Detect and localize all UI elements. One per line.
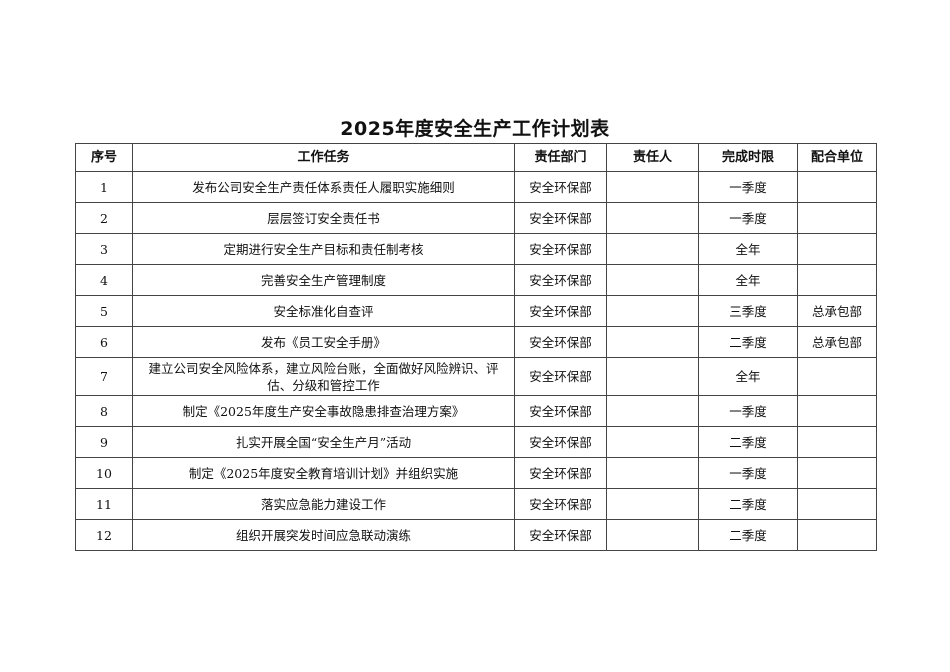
partner-cell [797, 202, 877, 234]
partner-cell [797, 233, 877, 265]
table-row: 3 定期进行安全生产目标和责任制考核 安全环保部 全年 [75, 233, 877, 265]
plan-table: 序号 工作任务 责任部门 责任人 完成时限 配合单位 1 发布公司安全生产责任体系… [75, 143, 877, 551]
person-cell [606, 171, 699, 203]
row-number: 3 [75, 233, 133, 265]
dept-cell: 安全环保部 [514, 295, 607, 327]
partner-cell: 总承包部 [797, 326, 877, 358]
task-cell: 建立公司安全风险体系，建立风险台账，全面做好风险辨识、评估、分级和管控工作 [132, 357, 515, 396]
task-cell: 落实应急能力建设工作 [132, 488, 515, 520]
row-number: 1 [75, 171, 133, 203]
header-deadline: 完成时限 [698, 143, 798, 172]
task-cell: 定期进行安全生产目标和责任制考核 [132, 233, 515, 265]
person-cell [606, 395, 699, 427]
header-person: 责任人 [606, 143, 699, 172]
dept-cell: 安全环保部 [514, 326, 607, 358]
deadline-cell: 二季度 [698, 426, 798, 458]
person-cell [606, 488, 699, 520]
table-row: 7 建立公司安全风险体系，建立风险台账，全面做好风险辨识、评估、分级和管控工作 安全… [75, 357, 877, 396]
table-row: 9 扎实开展全国“安全生产月”活动 安全环保部 二季度 [75, 426, 877, 458]
table-row: 12 组织开展突发时间应急联动演练 安全环保部 二季度 [75, 519, 877, 551]
header-task: 工作任务 [132, 143, 515, 172]
dept-cell: 安全环保部 [514, 395, 607, 427]
table-row: 11 落实应急能力建设工作 安全环保部 二季度 [75, 488, 877, 520]
dept-cell: 安全环保部 [514, 171, 607, 203]
deadline-cell: 一季度 [698, 457, 798, 489]
row-number: 5 [75, 295, 133, 327]
task-cell: 扎实开展全国“安全生产月”活动 [132, 426, 515, 458]
task-cell: 完善安全生产管理制度 [132, 264, 515, 296]
person-cell [606, 357, 699, 396]
person-cell [606, 426, 699, 458]
partner-cell: 总承包部 [797, 295, 877, 327]
deadline-cell: 二季度 [698, 488, 798, 520]
table-header-row: 序号 工作任务 责任部门 责任人 完成时限 配合单位 [75, 143, 877, 172]
row-number: 9 [75, 426, 133, 458]
row-number: 2 [75, 202, 133, 234]
row-number: 8 [75, 395, 133, 427]
partner-cell [797, 171, 877, 203]
row-number: 6 [75, 326, 133, 358]
table-row: 1 发布公司安全生产责任体系责任人履职实施细则 安全环保部 一季度 [75, 171, 877, 203]
table-row: 8 制定《2025年度生产安全事故隐患排查治理方案》 安全环保部 一季度 [75, 395, 877, 427]
dept-cell: 安全环保部 [514, 233, 607, 265]
deadline-cell: 一季度 [698, 171, 798, 203]
partner-cell [797, 426, 877, 458]
table-row: 5 安全标准化自查评 安全环保部 三季度 总承包部 [75, 295, 877, 327]
task-cell: 发布《员工安全手册》 [132, 326, 515, 358]
person-cell [606, 202, 699, 234]
dept-cell: 安全环保部 [514, 264, 607, 296]
partner-cell [797, 457, 877, 489]
header-partner: 配合单位 [797, 143, 877, 172]
task-cell: 安全标准化自查评 [132, 295, 515, 327]
dept-cell: 安全环保部 [514, 488, 607, 520]
row-number: 4 [75, 264, 133, 296]
person-cell [606, 264, 699, 296]
header-no: 序号 [75, 143, 133, 172]
dept-cell: 安全环保部 [514, 519, 607, 551]
person-cell [606, 519, 699, 551]
table-row: 6 发布《员工安全手册》 安全环保部 二季度 总承包部 [75, 326, 877, 358]
task-cell: 组织开展突发时间应急联动演练 [132, 519, 515, 551]
task-cell: 发布公司安全生产责任体系责任人履职实施细则 [132, 171, 515, 203]
deadline-cell: 一季度 [698, 395, 798, 427]
person-cell [606, 295, 699, 327]
row-number: 12 [75, 519, 133, 551]
task-cell: 层层签订安全责任书 [132, 202, 515, 234]
table-row: 4 完善安全生产管理制度 安全环保部 全年 [75, 264, 877, 296]
partner-cell [797, 357, 877, 396]
task-cell: 制定《2025年度生产安全事故隐患排查治理方案》 [132, 395, 515, 427]
dept-cell: 安全环保部 [514, 202, 607, 234]
partner-cell [797, 519, 877, 551]
dept-cell: 安全环保部 [514, 426, 607, 458]
table-row: 10 制定《2025年度安全教育培训计划》并组织实施 安全环保部 一季度 [75, 457, 877, 489]
table-row: 2 层层签订安全责任书 安全环保部 一季度 [75, 202, 877, 234]
deadline-cell: 二季度 [698, 326, 798, 358]
header-dept: 责任部门 [514, 143, 607, 172]
document-title: 2025年度安全生产工作计划表 [340, 118, 610, 140]
task-cell: 制定《2025年度安全教育培训计划》并组织实施 [132, 457, 515, 489]
row-number: 10 [75, 457, 133, 489]
partner-cell [797, 264, 877, 296]
row-number: 7 [75, 357, 133, 396]
deadline-cell: 二季度 [698, 519, 798, 551]
deadline-cell: 一季度 [698, 202, 798, 234]
deadline-cell: 三季度 [698, 295, 798, 327]
row-number: 11 [75, 488, 133, 520]
dept-cell: 安全环保部 [514, 457, 607, 489]
person-cell [606, 457, 699, 489]
person-cell [606, 326, 699, 358]
deadline-cell: 全年 [698, 357, 798, 396]
deadline-cell: 全年 [698, 233, 798, 265]
partner-cell [797, 395, 877, 427]
partner-cell [797, 488, 877, 520]
dept-cell: 安全环保部 [514, 357, 607, 396]
person-cell [606, 233, 699, 265]
deadline-cell: 全年 [698, 264, 798, 296]
